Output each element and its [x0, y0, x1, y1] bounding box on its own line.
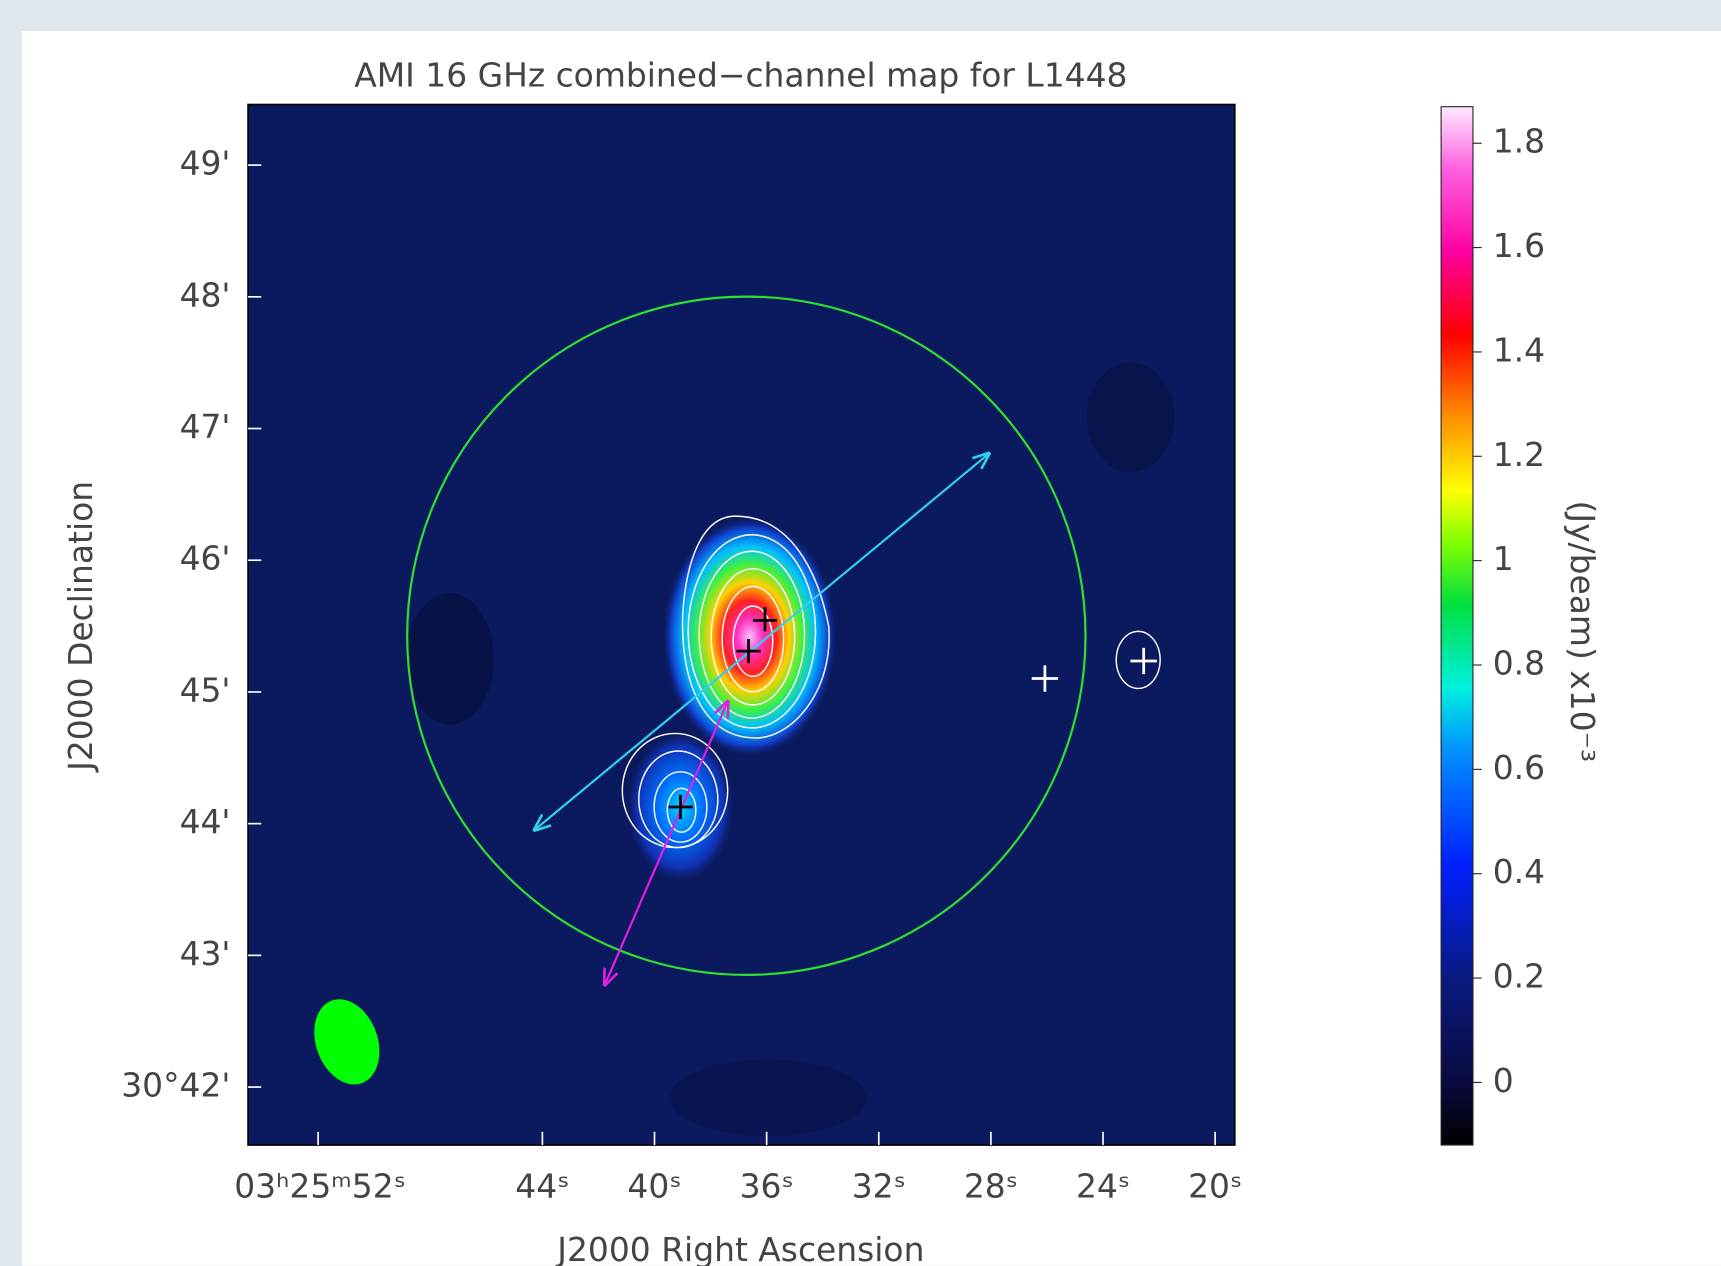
colorbar-tick-label: 1.4 [1493, 330, 1545, 369]
x-axis-label: J2000 Right Ascension [555, 1230, 924, 1266]
colorbar-tick-label: 0.8 [1493, 643, 1545, 682]
colorbar-tick-label: 0.6 [1493, 748, 1545, 787]
x-tick-label: 20ˢ [1188, 1166, 1242, 1205]
x-tick-label: 44ˢ [515, 1166, 569, 1205]
y-tick-label: 47' [180, 407, 231, 446]
colorbar-tick-label: 0.4 [1493, 852, 1545, 891]
colorbar [1441, 107, 1473, 1145]
x-tick-label: 24ˢ [1076, 1166, 1130, 1205]
y-tick-label: 46' [180, 539, 231, 578]
colorbar-label: (Jy/beam) x10⁻³ [1563, 501, 1602, 763]
y-tick-label: 44' [180, 802, 231, 841]
map [248, 105, 1235, 1146]
y-tick-label: 30°42' [121, 1066, 230, 1105]
colorbar-tick-label: 1.2 [1493, 435, 1545, 474]
x-tick-label: 32ˢ [852, 1166, 906, 1205]
x-tick-label: 03ʰ25ᵐ52ˢ [234, 1166, 406, 1205]
y-tick-label: 45' [180, 670, 231, 709]
colorbar-tick-label: 1.8 [1493, 122, 1545, 161]
y-tick-label: 48' [180, 275, 231, 314]
colorbar-tick-label: 0 [1493, 1061, 1514, 1100]
x-tick-label: 36ˢ [740, 1166, 794, 1205]
colorbar-tick-label: 0.2 [1493, 957, 1545, 996]
y-tick-label: 43' [180, 934, 231, 973]
chart-title: AMI 16 GHz combined−channel map for L144… [354, 56, 1127, 95]
figure: AMI 16 GHz combined−channel map for L144… [0, 0, 1721, 1266]
colorbar-tick-label: 1 [1493, 539, 1514, 578]
page: {"chart_data": {"type": "map", "title": … [0, 0, 1721, 1266]
colorbar-tick-label: 1.6 [1493, 226, 1545, 265]
x-tick-label: 40ˢ [627, 1166, 681, 1205]
y-tick-label: 49' [180, 144, 231, 183]
x-tick-label: 28ˢ [964, 1166, 1018, 1205]
y-axis-label: J2000 Declination [61, 481, 100, 773]
